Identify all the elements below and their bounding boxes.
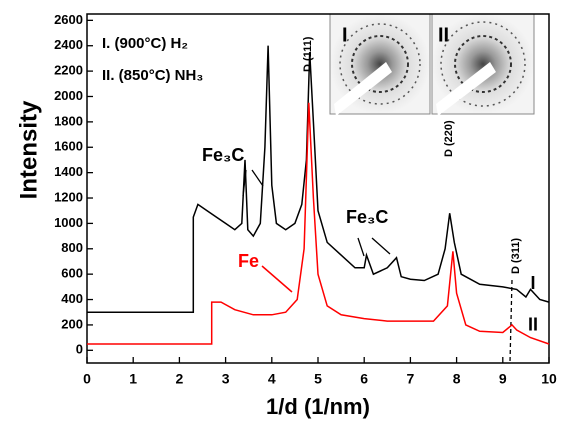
x-tick-label: 0 <box>83 371 91 387</box>
series-label: II <box>528 315 538 335</box>
x-tick-label: 4 <box>268 371 276 387</box>
x-axis-label: 1/d (1/nm) <box>266 394 370 419</box>
x-tick-label: 6 <box>360 371 368 387</box>
x-tick-label: 7 <box>407 371 415 387</box>
annotation: Fe <box>238 251 259 271</box>
inset-label: II <box>438 24 449 46</box>
x-tick-label: 2 <box>176 371 184 387</box>
annotation: Fe₃C <box>202 145 244 165</box>
chart: I II I. (900°C) H₂ II. (850°C) NH₃ Fe₃C … <box>0 0 561 424</box>
x-tick-label: 9 <box>499 371 507 387</box>
arrow <box>262 266 292 292</box>
y-tick-label: 1600 <box>54 139 83 154</box>
inset-label: I <box>342 24 348 46</box>
y-tick-label: 2600 <box>54 12 83 27</box>
y-tick-label: 1800 <box>54 113 83 128</box>
annotation: II. (850°C) NH₃ <box>102 67 203 84</box>
y-tick-label: 0 <box>76 342 83 357</box>
y-tick-label: 600 <box>61 266 83 281</box>
arrows <box>243 170 512 362</box>
series-label: I <box>530 273 535 293</box>
y-tick-label: 1400 <box>54 164 83 179</box>
x-tick-label: 5 <box>314 371 322 387</box>
y-tick-label: 800 <box>61 240 83 255</box>
x-tick-label: 3 <box>222 371 230 387</box>
y-tick-label: 1200 <box>54 189 83 204</box>
y-tick-label: 2200 <box>54 63 83 78</box>
annotation: Fe₃C <box>346 207 388 227</box>
annotation: D (111) <box>302 36 314 72</box>
inset: I II <box>330 14 534 116</box>
y-tick-label: 2400 <box>54 37 83 52</box>
annotation: D (311) <box>510 238 522 274</box>
y-tick-label: 200 <box>61 316 83 331</box>
series-line <box>87 103 549 344</box>
y-axis-label: Intensity <box>15 100 42 199</box>
x-tick-label: 8 <box>453 371 461 387</box>
x-tick-label: 10 <box>541 371 557 387</box>
x-tick-label: 1 <box>129 371 137 387</box>
y-tick-label: 2000 <box>54 88 83 103</box>
y-tick-label: 400 <box>61 291 83 306</box>
y-tick-label: 1000 <box>54 215 83 230</box>
annotation: I. (900°C) H₂ <box>102 35 188 52</box>
annotation: D (220) <box>443 120 455 157</box>
